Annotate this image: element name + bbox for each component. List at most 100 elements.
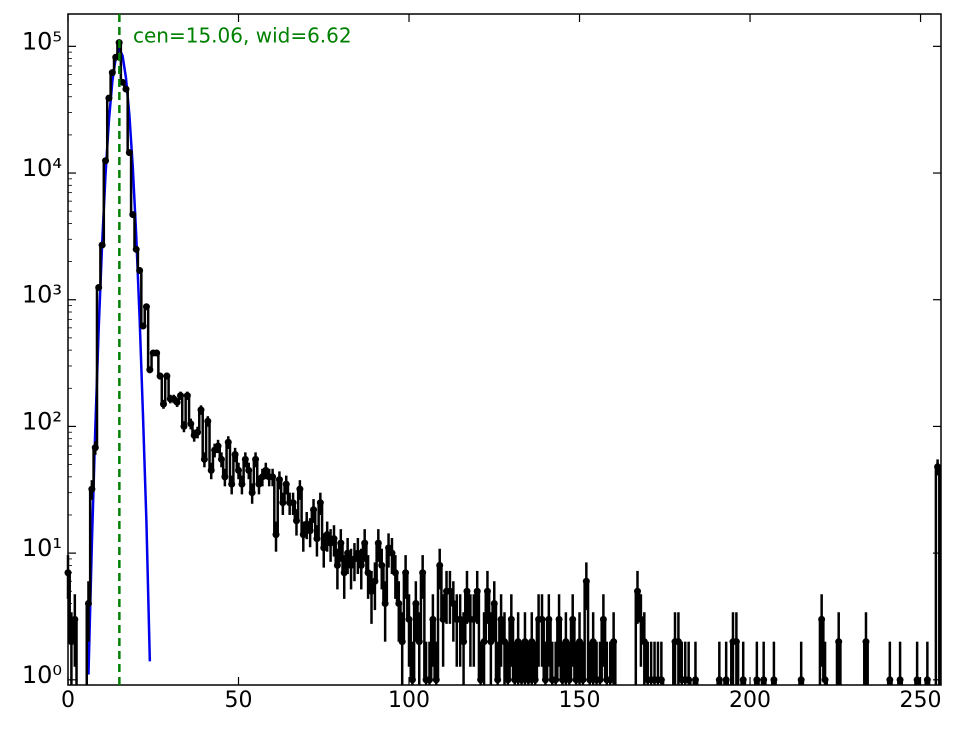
data-point xyxy=(105,94,113,102)
data-point xyxy=(299,531,307,539)
data-point xyxy=(323,531,331,539)
data-point xyxy=(722,676,730,684)
data-point xyxy=(913,676,921,684)
data-point xyxy=(340,569,348,577)
data-point xyxy=(310,506,318,514)
data-point xyxy=(207,466,215,474)
data-point xyxy=(480,638,488,646)
data-point xyxy=(460,638,468,646)
data-point xyxy=(139,322,147,330)
data-point xyxy=(129,211,137,219)
data-point xyxy=(429,615,437,623)
data-point xyxy=(518,676,526,684)
data-point xyxy=(112,53,120,61)
data-point xyxy=(368,587,376,595)
data-point xyxy=(374,539,382,547)
x-tick-label: 0 xyxy=(61,688,75,713)
data-point xyxy=(582,577,590,585)
data-point xyxy=(463,587,471,595)
data-point xyxy=(142,303,150,311)
data-point xyxy=(558,676,566,684)
data-point xyxy=(159,400,167,408)
data-point xyxy=(98,241,106,249)
data-point xyxy=(425,676,433,684)
annotation: cen=15.06, wid=6.62 xyxy=(133,24,352,48)
y-tick-label: 10⁰ xyxy=(22,661,62,689)
data-point xyxy=(412,600,420,608)
data-point xyxy=(477,676,485,684)
data-point xyxy=(565,676,573,684)
data-point xyxy=(415,638,423,646)
data-point xyxy=(245,466,253,474)
x-tick-label: 250 xyxy=(900,688,942,713)
data-point xyxy=(67,638,75,646)
data-point xyxy=(350,555,358,563)
data-point xyxy=(531,676,539,684)
data-point xyxy=(252,455,260,463)
data-point xyxy=(552,676,560,684)
data-point xyxy=(262,466,270,474)
data-point xyxy=(337,539,345,547)
data-point xyxy=(231,451,239,459)
data-point xyxy=(507,615,515,623)
data-point xyxy=(108,69,116,77)
data-point xyxy=(545,615,553,623)
y-tick-label: 10¹ xyxy=(22,534,62,562)
x-tick-label: 100 xyxy=(388,688,430,713)
data-point xyxy=(180,422,188,430)
data-point xyxy=(119,78,127,86)
y-tick-label: 10⁴ xyxy=(22,154,62,182)
data-point xyxy=(446,587,454,595)
data-point xyxy=(637,615,645,623)
data-point xyxy=(821,676,829,684)
data-point xyxy=(521,638,529,646)
data-point xyxy=(439,615,447,623)
data-point xyxy=(456,615,464,623)
data-point xyxy=(610,638,618,646)
data-point xyxy=(470,615,478,623)
data-point xyxy=(187,420,195,428)
data-point xyxy=(685,676,693,684)
data-point xyxy=(528,638,536,646)
data-point xyxy=(217,455,225,463)
data-point xyxy=(275,476,283,484)
data-point xyxy=(258,473,266,481)
data-point xyxy=(214,442,222,450)
data-point xyxy=(436,561,444,569)
data-point xyxy=(156,372,164,380)
data-point xyxy=(391,569,399,577)
data-point xyxy=(473,587,481,595)
data-point xyxy=(163,372,171,380)
data-point xyxy=(490,600,498,608)
data-point xyxy=(320,544,328,552)
data-point xyxy=(835,638,843,646)
data-point xyxy=(289,499,297,507)
data-point xyxy=(132,245,140,253)
data-point xyxy=(102,157,110,165)
data-point xyxy=(579,676,587,684)
data-point xyxy=(541,676,549,684)
data-point xyxy=(221,473,229,481)
data-point xyxy=(569,615,577,623)
data-point xyxy=(238,480,246,488)
data-point xyxy=(538,615,546,623)
data-point xyxy=(497,615,505,623)
data-point xyxy=(153,349,161,357)
data-point xyxy=(248,489,256,497)
data-point xyxy=(398,638,406,646)
data-point xyxy=(449,600,457,608)
data-point xyxy=(136,267,144,275)
data-point xyxy=(241,455,249,463)
data-point xyxy=(555,615,563,623)
data-point xyxy=(770,676,778,684)
data-point xyxy=(378,561,386,569)
data-point xyxy=(599,615,607,623)
data-point xyxy=(125,149,133,157)
data-point xyxy=(934,463,942,471)
data-point xyxy=(504,676,512,684)
data-point xyxy=(818,615,826,623)
data-point xyxy=(797,676,805,684)
data-point xyxy=(255,480,263,488)
